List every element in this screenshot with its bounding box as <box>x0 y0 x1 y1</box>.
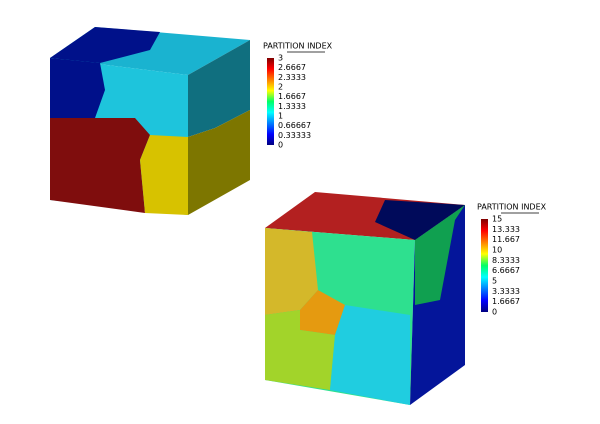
colorbar-tick-label: 3.3333 <box>492 287 520 296</box>
colorbar-tick-label: 1 <box>278 112 283 121</box>
colorbar <box>481 219 488 312</box>
colorbar-tick-label: 1.6667 <box>278 92 306 101</box>
colorbar-tick-label: 1.6667 <box>492 297 520 306</box>
colorbar-tick-label: 2.3333 <box>278 73 306 82</box>
colorbar <box>267 58 274 145</box>
colorbar-tick-label: 0.33333 <box>278 131 311 140</box>
colorbar-tick-label: 5 <box>492 277 497 286</box>
colorbar-tick-label: 10 <box>492 246 502 255</box>
colorbar-tick-label: 1.3333 <box>278 102 306 111</box>
colorbar-title: PARTITION INDEX <box>477 203 547 212</box>
colorbar-tick-label: 0.66667 <box>278 121 311 130</box>
colorbars: PARTITION INDEX32.66672.333321.66671.333… <box>263 42 547 317</box>
colorbar-tick-label: 6.6667 <box>492 266 520 275</box>
colorbar-tick-label: 0 <box>492 308 497 317</box>
colorbar-tick-label: 0 <box>278 141 283 150</box>
colorbar-tick-label: 8.3333 <box>492 256 520 265</box>
colorbar-tick-label: 2 <box>278 83 283 92</box>
cube-1 <box>50 27 250 215</box>
colorbar-tick-label: 11.667 <box>492 235 520 244</box>
colorbar-tick-label: 13.333 <box>492 225 520 234</box>
colorbar-title: PARTITION INDEX <box>263 42 333 51</box>
colorbar-tick-label: 15 <box>492 215 502 224</box>
cube-2 <box>265 192 465 405</box>
colorbar-tick-label: 3 <box>278 54 283 63</box>
colorbar-tick-label: 2.6667 <box>278 63 306 72</box>
